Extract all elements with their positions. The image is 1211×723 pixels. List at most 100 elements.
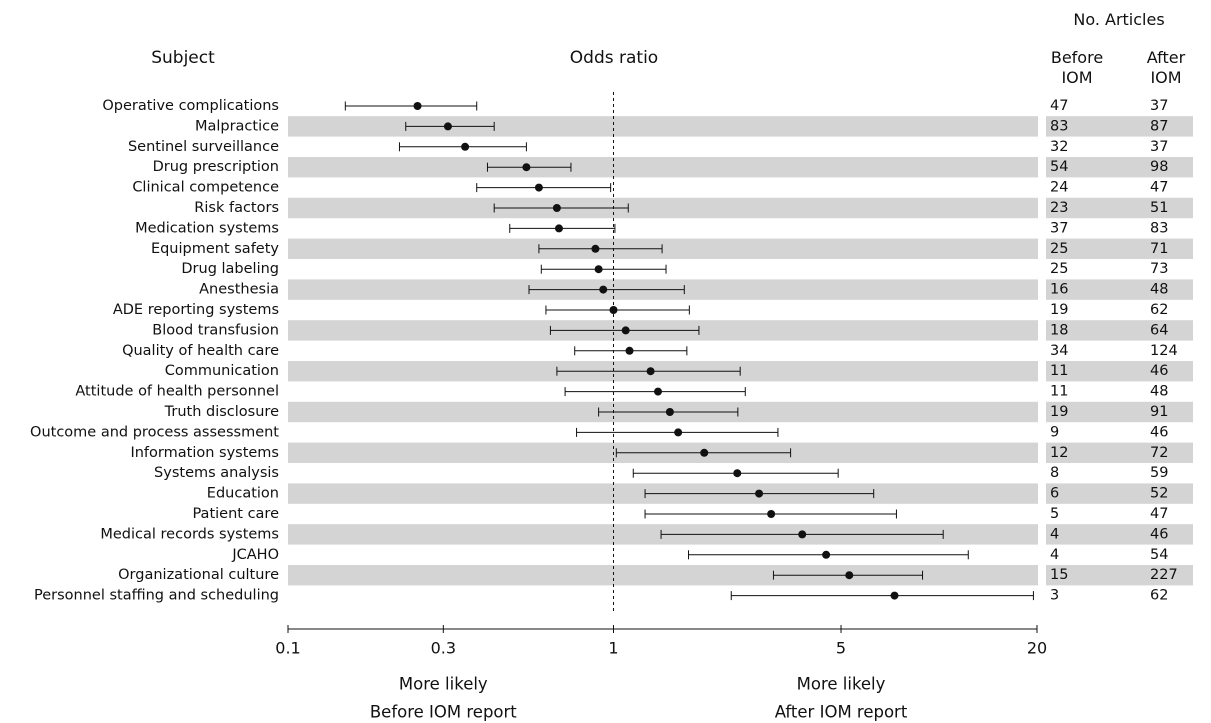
after-count: 72	[1150, 445, 1168, 461]
annotation-line1: More likely	[399, 675, 488, 694]
odds-ratio-point	[733, 469, 742, 478]
subject-label: Outcome and process assessment	[30, 424, 279, 440]
row-band-articles	[1046, 565, 1193, 586]
before-count: 19	[1050, 302, 1068, 318]
before-count: 5	[1050, 506, 1059, 522]
after-count: 52	[1150, 486, 1168, 502]
subject-label: Equipment safety	[151, 241, 279, 257]
subject-label: Risk factors	[194, 200, 279, 216]
odds-ratio-point	[534, 183, 543, 192]
odds-ratio-point	[522, 163, 531, 172]
x-tick-label: 20	[1027, 639, 1047, 658]
odds-ratio-point	[591, 244, 600, 253]
before-count: 18	[1050, 322, 1068, 338]
odds-ratio-point	[443, 122, 452, 131]
before-count: 25	[1050, 241, 1068, 257]
row-band-articles	[1046, 361, 1193, 382]
odds-ratio-point	[554, 224, 563, 233]
subject-label: Drug labeling	[181, 261, 279, 277]
subject-label: Communication	[165, 363, 279, 379]
x-annotations: More likely Before IOM report More likely A…	[370, 675, 908, 722]
after-count: 47	[1150, 180, 1168, 196]
odds-ratio-point	[654, 387, 663, 396]
after-count: 227	[1150, 567, 1178, 583]
after-count: 98	[1150, 159, 1168, 175]
x-tick-label: 0.3	[431, 639, 456, 658]
odds-ratio-point	[413, 102, 422, 110]
odds-ratio-point	[599, 285, 608, 294]
after-count: 87	[1150, 118, 1168, 134]
before-count: 47	[1050, 98, 1068, 114]
odds-ratio-point	[665, 408, 674, 416]
articles-header: No. Articles	[1073, 10, 1164, 29]
odds-ratio-point	[621, 326, 630, 335]
subject-label: Patient care	[192, 506, 279, 522]
before-count: 11	[1050, 384, 1068, 400]
x-tick-label: 5	[836, 639, 846, 658]
subject-label: ADE reporting systems	[113, 302, 279, 318]
before-count: 4	[1050, 547, 1059, 563]
odds-ratio-point	[755, 489, 764, 498]
row-band-articles	[1046, 442, 1193, 463]
subject-label: Truth disclosure	[164, 404, 279, 420]
odds-ratio-point	[890, 591, 899, 600]
subject-label: Operative complications	[102, 98, 279, 114]
before-count: 54	[1050, 159, 1068, 175]
after-count: 59	[1150, 465, 1168, 481]
before-count: 37	[1050, 220, 1068, 236]
odds-ratio-point	[822, 550, 831, 559]
row-band-articles	[1046, 197, 1193, 219]
before-count: 16	[1050, 282, 1068, 298]
annotation-line1: More likely	[797, 675, 886, 694]
confidence-intervals	[344, 101, 1034, 601]
after-header-line1: After	[1147, 48, 1186, 67]
subject-label: Malpractice	[195, 118, 279, 134]
odds-ratio-point	[700, 448, 709, 457]
before-count: 4	[1050, 526, 1059, 542]
row-band-articles	[1046, 320, 1193, 341]
subject-label: Sentinel surveillance	[128, 139, 279, 155]
subject-label: Quality of health care	[122, 343, 279, 359]
before-count: 34	[1050, 343, 1068, 359]
row-band-articles	[1046, 524, 1193, 545]
after-count: 46	[1150, 363, 1168, 379]
after-count: 83	[1150, 220, 1168, 236]
before-count: 24	[1050, 180, 1068, 196]
after-header-line2: IOM	[1150, 68, 1181, 87]
before-header-line2: IOM	[1061, 68, 1092, 87]
row-band	[288, 565, 1038, 586]
after-count: 124	[1150, 343, 1178, 359]
before-count: 8	[1050, 465, 1059, 481]
after-count: 51	[1150, 200, 1168, 216]
subject-label: Organizational culture	[118, 567, 279, 583]
before-count: 15	[1050, 567, 1068, 583]
subject-labels: Operative complications Malpractice Sentin…	[30, 98, 279, 604]
subject-label: Information systems	[130, 445, 279, 461]
before-count: 11	[1050, 363, 1068, 379]
after-count: 71	[1150, 241, 1168, 257]
after-count: 73	[1150, 261, 1168, 277]
subject-label: Drug prescription	[153, 159, 279, 175]
before-count: 3	[1050, 588, 1059, 604]
before-count: 25	[1050, 261, 1068, 277]
subject-label: Personnel staffing and scheduling	[34, 588, 279, 604]
row-band	[288, 157, 1038, 178]
after-count: 48	[1150, 384, 1168, 400]
row-band	[288, 116, 1038, 137]
subject-label: Clinical competence	[132, 180, 279, 196]
row-band-articles	[1046, 279, 1193, 300]
after-count: 64	[1150, 322, 1168, 338]
row-band	[288, 197, 1038, 219]
after-count: 54	[1150, 547, 1168, 563]
before-count: 23	[1050, 200, 1068, 216]
before-count: 9	[1050, 424, 1059, 440]
annotation-line2: Before IOM report	[370, 703, 517, 722]
after-count: 37	[1150, 98, 1168, 114]
odds-ratio-point	[461, 142, 470, 151]
subject-label: Education	[207, 486, 279, 502]
subject-label: Medication systems	[135, 220, 279, 236]
row-band-articles	[1046, 116, 1193, 137]
subject-label: Medical records systems	[100, 526, 279, 542]
